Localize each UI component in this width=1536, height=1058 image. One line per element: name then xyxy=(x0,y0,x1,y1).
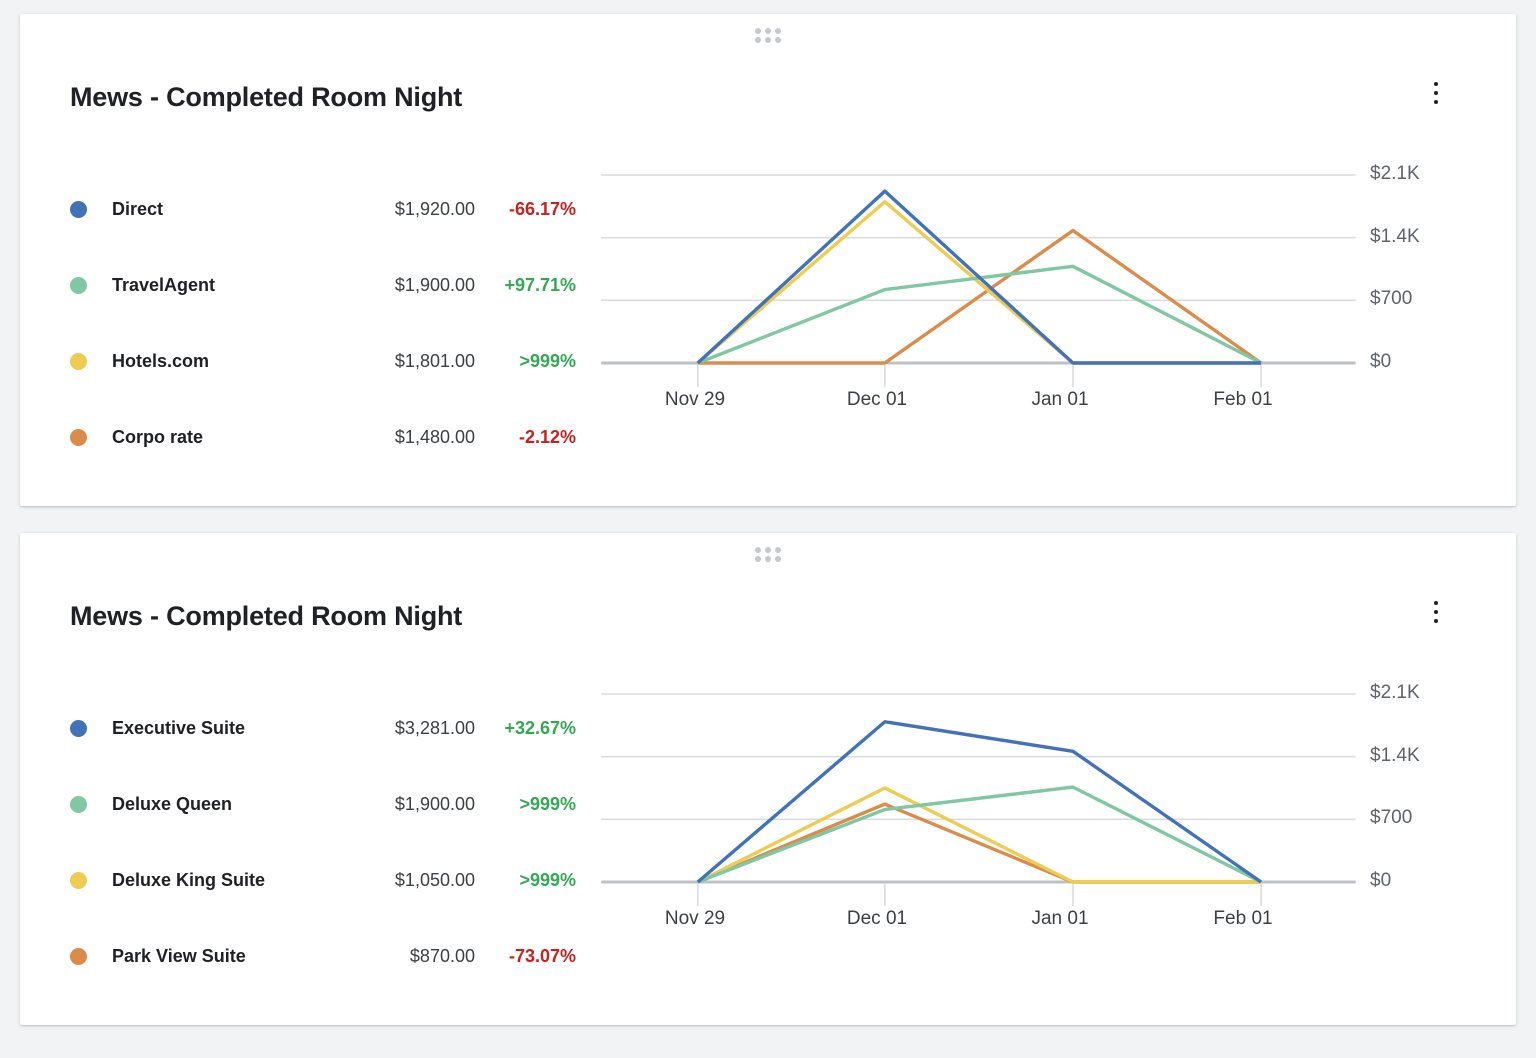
x-axis-tick-label: Feb 01 xyxy=(1213,389,1273,410)
legend-delta: +32.67% xyxy=(504,717,576,738)
drag-handle-icon[interactable] xyxy=(755,547,781,562)
widget-card-2: Mews - Completed Room Night Executive Su… xyxy=(20,533,1516,1025)
more-vertical-icon[interactable] xyxy=(1424,74,1448,112)
series-swatch-icon xyxy=(70,200,87,218)
legend-delta: -73.07% xyxy=(508,945,576,966)
legend-label: Corpo rate xyxy=(112,426,204,447)
legend-value: $1,050.00 xyxy=(394,869,475,890)
drag-handle-icon[interactable] xyxy=(755,28,781,43)
y-axis-tick-label: $700 xyxy=(1370,807,1413,829)
line-chart-1: $2.1K $1.4K $700 $0 Nov 29 Dec 01 Jan 01 Feb 0… xyxy=(595,154,1516,506)
x-axis-labels: Nov 29 Dec 01 Jan 01 Feb 01 xyxy=(595,154,1516,506)
card-body: Direct $1,920.00 -66.17% TravelAgent $1,… xyxy=(20,154,1516,506)
series-swatch-icon xyxy=(70,428,87,446)
x-axis-tick-label: Nov 29 xyxy=(664,908,726,929)
legend-value: $870.00 xyxy=(409,945,475,966)
more-vertical-icon[interactable] xyxy=(1424,593,1448,631)
chart-plot-area xyxy=(595,154,1516,506)
series-line xyxy=(698,191,1261,363)
chart-plot-area xyxy=(595,673,1516,1025)
legend-value: $1,900.00 xyxy=(394,274,475,295)
x-axis-tick-label: Feb 01 xyxy=(1213,908,1273,929)
list-item[interactable]: Deluxe Queen $1,900.00 >999% xyxy=(20,766,595,842)
legend-delta: >999% xyxy=(519,793,576,814)
y-axis-tick-label: $0 xyxy=(1370,870,1392,891)
legend-delta: >999% xyxy=(519,350,576,371)
y-axis-tick-label: $2.1K xyxy=(1370,163,1420,184)
legend-table: Executive Suite $3,281.00 +32.67% Deluxe… xyxy=(20,673,595,1025)
legend-label: Direct xyxy=(112,198,164,219)
y-axis-labels: $2.1K $1.4K $700 $0 xyxy=(1370,673,1490,1025)
y-axis-tick-label: $0 xyxy=(1370,351,1392,372)
card-body: Executive Suite $3,281.00 +32.67% Deluxe… xyxy=(20,673,1516,1025)
legend-label: Park View Suite xyxy=(112,945,246,966)
series-swatch-icon xyxy=(70,947,87,965)
series-line xyxy=(698,788,1261,882)
y-axis-tick-label: $1.4K xyxy=(1370,744,1420,766)
x-axis-labels: Nov 29 Dec 01 Jan 01 Feb 01 xyxy=(595,673,1516,1025)
list-item[interactable]: Deluxe King Suite $1,050.00 >999% xyxy=(20,842,595,918)
legend-value: $1,900.00 xyxy=(394,793,475,814)
list-item[interactable]: Executive Suite $3,281.00 +32.67% xyxy=(20,690,595,766)
series-swatch-icon xyxy=(70,276,87,294)
x-axis-tick-label: Nov 29 xyxy=(664,389,726,410)
x-axis-tick-label: Dec 01 xyxy=(846,908,908,929)
page-title: Mews - Completed Room Night xyxy=(70,601,463,631)
legend-table: Direct $1,920.00 -66.17% TravelAgent $1,… xyxy=(20,154,595,506)
series-swatch-icon xyxy=(70,795,87,813)
list-item[interactable]: Corpo rate $1,480.00 -2.12% xyxy=(20,399,595,475)
list-item[interactable]: TravelAgent $1,900.00 +97.71% xyxy=(20,247,595,323)
y-axis-tick-label: $1.4K xyxy=(1370,225,1420,247)
line-chart-2: $2.1K $1.4K $700 $0 Nov 29 Dec 01 Jan 01 Feb 0… xyxy=(595,673,1516,1025)
legend-value: $1,920.00 xyxy=(394,198,475,219)
series-line xyxy=(698,722,1261,882)
legend-label: Deluxe King Suite xyxy=(112,869,266,890)
legend-value: $1,801.00 xyxy=(394,350,475,371)
legend-delta: >999% xyxy=(519,869,576,890)
series-swatch-icon xyxy=(70,871,87,889)
series-swatch-icon xyxy=(70,352,87,370)
list-item[interactable]: Hotels.com $1,801.00 >999% xyxy=(20,323,595,399)
series-line xyxy=(698,787,1261,882)
y-axis-tick-label: $700 xyxy=(1370,288,1413,310)
list-item[interactable]: Park View Suite $870.00 -73.07% xyxy=(20,918,595,994)
y-axis-labels: $2.1K $1.4K $700 $0 xyxy=(1370,154,1490,506)
legend-value: $3,281.00 xyxy=(394,717,475,738)
legend-value: $1,480.00 xyxy=(394,426,475,447)
legend-label: Deluxe Queen xyxy=(112,793,233,814)
legend-label: Executive Suite xyxy=(112,717,246,738)
x-axis-tick-label: Jan 01 xyxy=(1031,389,1089,410)
legend-delta: -2.12% xyxy=(518,426,576,447)
widget-card-1: Mews - Completed Room Night Direct $1,92… xyxy=(20,14,1516,506)
series-line xyxy=(698,231,1261,363)
legend-label: Hotels.com xyxy=(112,350,210,371)
page-title: Mews - Completed Room Night xyxy=(70,82,463,112)
x-axis-tick-label: Jan 01 xyxy=(1031,908,1089,929)
x-axis-tick-label: Dec 01 xyxy=(846,389,908,410)
legend-label: TravelAgent xyxy=(112,274,216,295)
list-item[interactable]: Direct $1,920.00 -66.17% xyxy=(20,171,595,247)
legend-delta: +97.71% xyxy=(504,274,576,295)
y-axis-tick-label: $2.1K xyxy=(1370,682,1420,703)
series-swatch-icon xyxy=(70,719,87,737)
legend-delta: -66.17% xyxy=(508,198,576,219)
